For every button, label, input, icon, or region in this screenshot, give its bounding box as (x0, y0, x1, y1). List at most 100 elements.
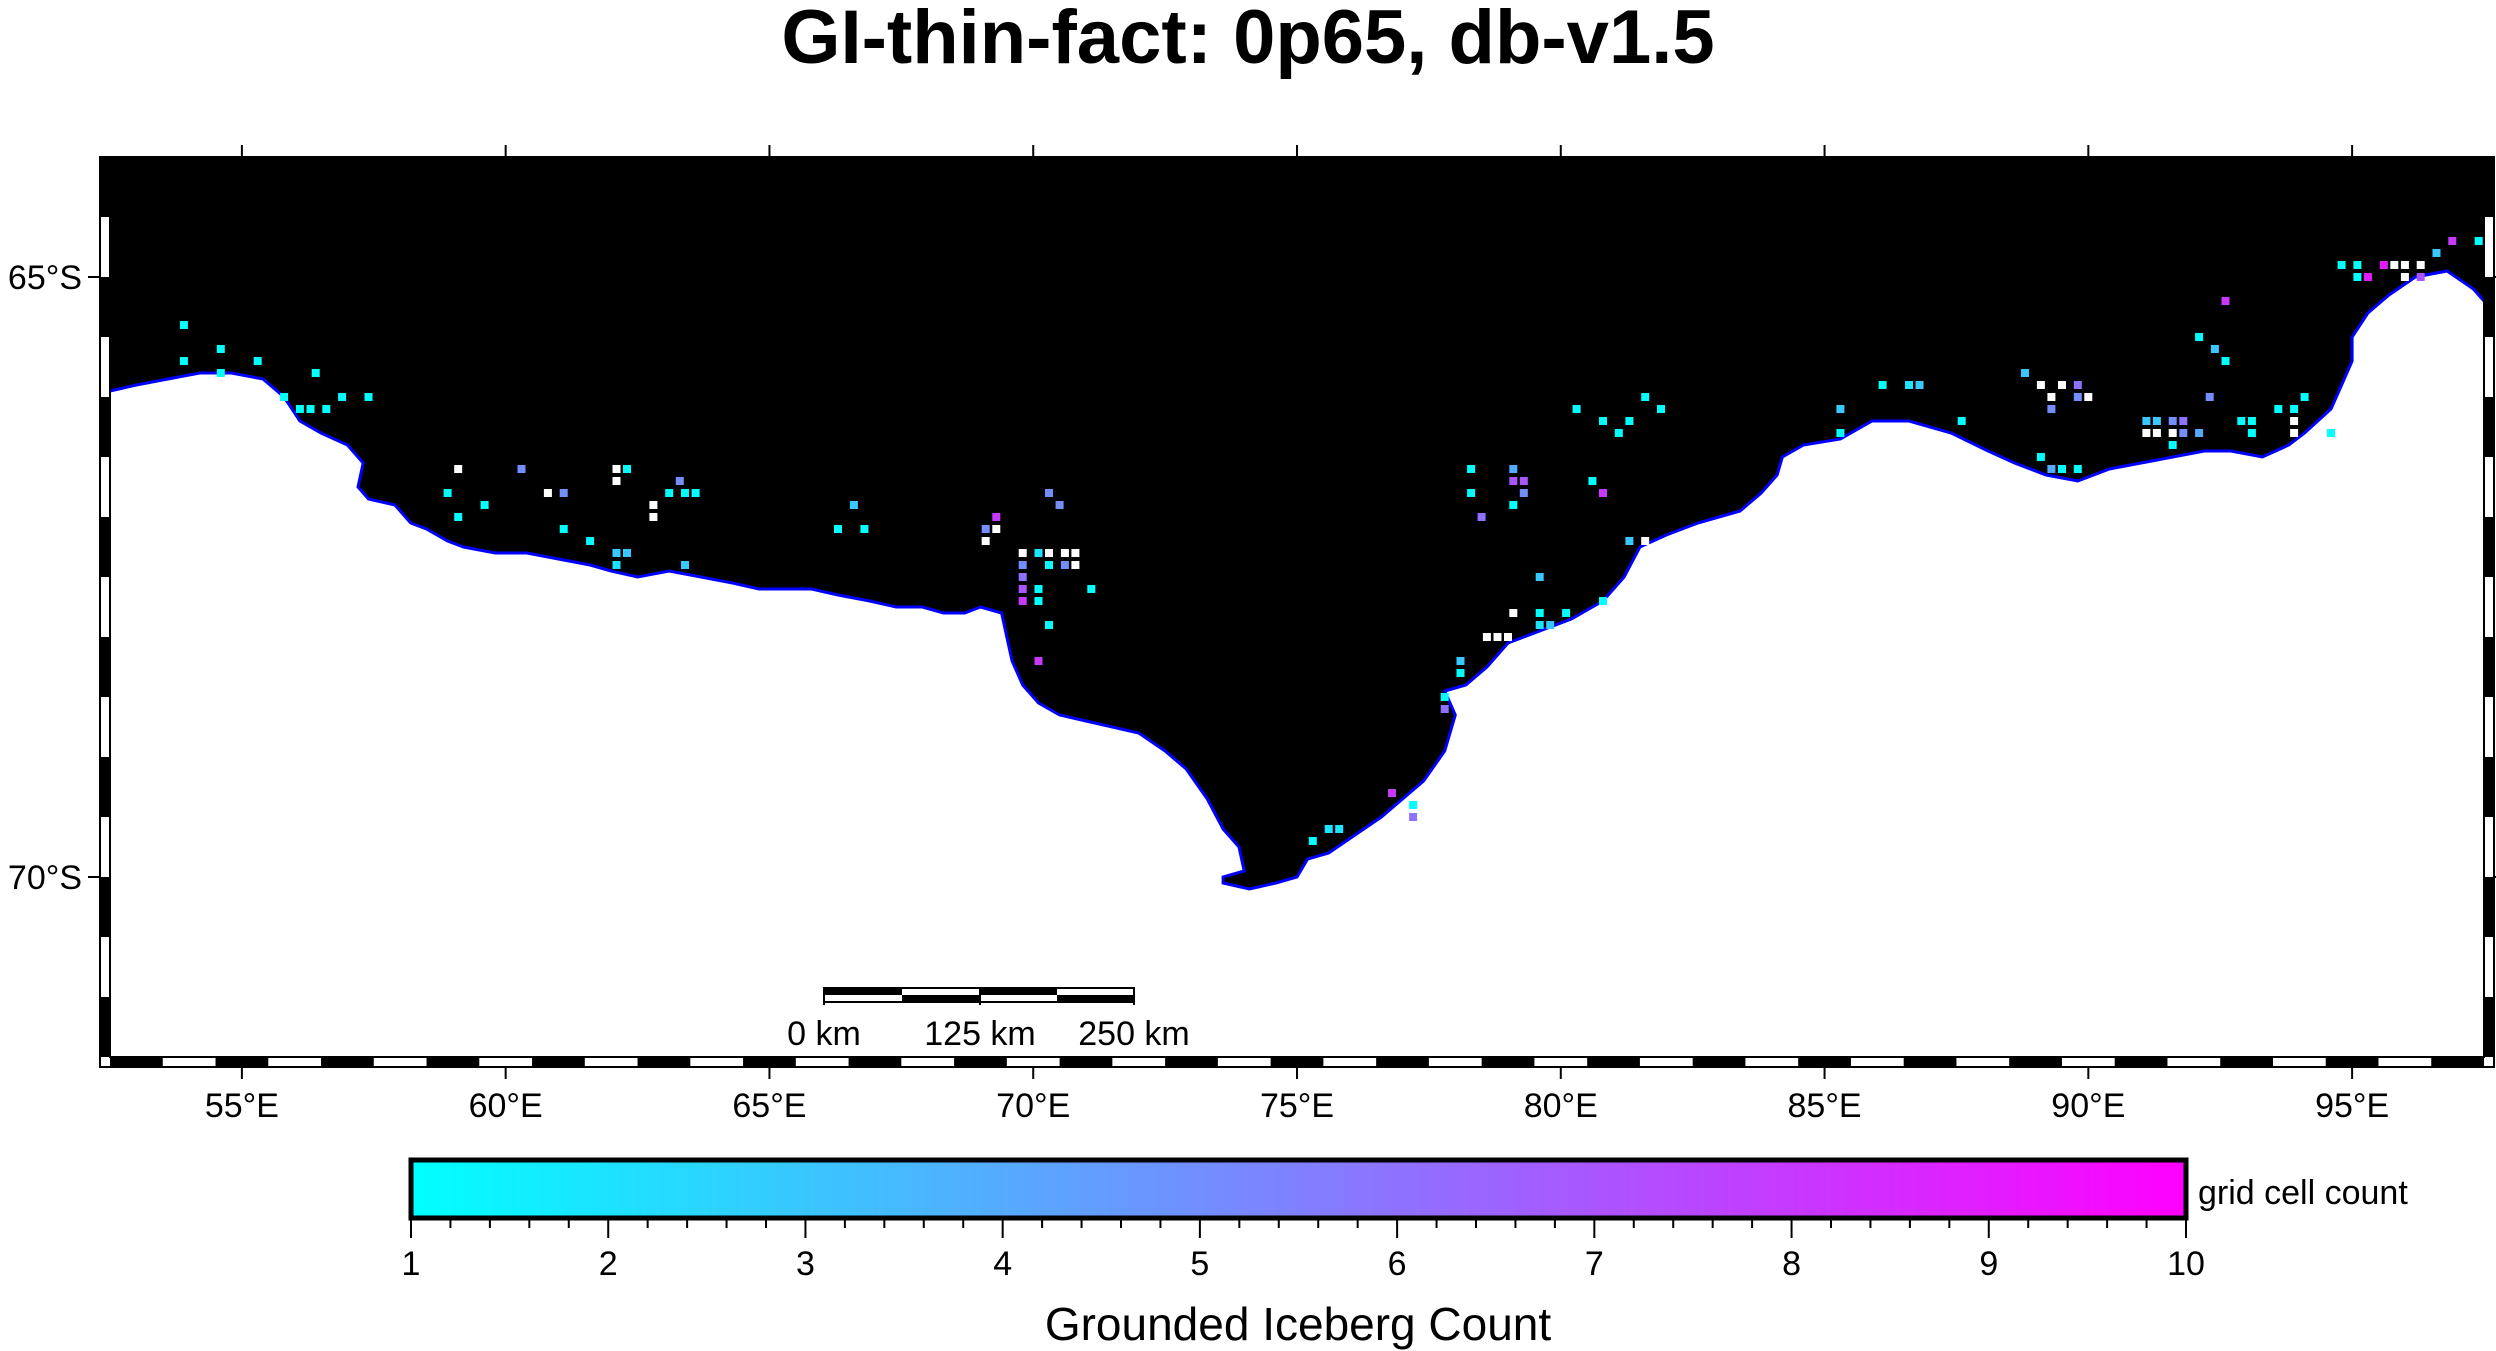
colorbar-tick-label: 10 (2167, 1245, 2205, 1283)
frame-segment (2325, 157, 2379, 167)
frame-segment (1903, 157, 1957, 167)
iceberg-point (2290, 405, 2299, 413)
frame-segment (1059, 157, 1113, 167)
frame-segment (848, 157, 902, 167)
iceberg-point (2448, 237, 2457, 245)
lon-label: 70°E (996, 1087, 1070, 1125)
iceberg-point (860, 525, 869, 533)
iceberg-point (2036, 453, 2045, 461)
iceberg-point (1440, 705, 1449, 713)
frame-segment (2484, 757, 2494, 817)
iceberg-point (1509, 465, 1518, 473)
iceberg-point (586, 537, 595, 545)
frame-segment (1798, 1057, 1851, 1067)
frame-segment (1903, 1057, 1957, 1067)
frame-segment (1692, 1057, 1746, 1067)
iceberg-point (2084, 393, 2093, 401)
iceberg-point (1456, 669, 1465, 677)
frame-segment (743, 1057, 796, 1067)
iceberg-point (1482, 633, 1491, 641)
iceberg-point (665, 489, 674, 497)
iceberg-point (1915, 381, 1924, 389)
iceberg-point (1519, 489, 1528, 497)
frame-segment (1165, 157, 1218, 167)
colorbar-gradient (408, 1157, 2189, 1221)
iceberg-point (612, 549, 621, 557)
iceberg-point (2073, 393, 2082, 401)
frame-segment (321, 157, 374, 167)
iceberg-point (612, 561, 621, 569)
iceberg-point (1599, 417, 1607, 425)
colorbar-tick-label: 3 (796, 1245, 815, 1283)
iceberg-point (2047, 405, 2056, 413)
iceberg-point (675, 477, 684, 485)
iceberg-point (2168, 429, 2177, 437)
iceberg-point (2036, 381, 2045, 389)
frame-segment (1692, 157, 1746, 167)
frame-segment (100, 277, 110, 337)
iceberg-point (1509, 501, 1518, 509)
iceberg-point (2058, 465, 2066, 473)
frame-segment (2484, 517, 2494, 577)
iceberg-point (1599, 489, 1607, 497)
iceberg-point (216, 369, 225, 377)
frame-segment (848, 1057, 902, 1067)
lat-label: 65°S (8, 259, 82, 297)
iceberg-point (1018, 573, 1027, 581)
frame-segment (215, 157, 269, 167)
scale-label-125: 125 km (924, 1015, 1036, 1053)
lon-label: 65°E (732, 1087, 806, 1125)
iceberg-point (2210, 345, 2219, 353)
frame-segment (2484, 157, 2494, 217)
iceberg-point (1878, 381, 1887, 389)
iceberg-point (1957, 417, 1966, 425)
iceberg-point (1409, 813, 1418, 821)
iceberg-point (612, 477, 621, 485)
iceberg-point (1018, 561, 1027, 569)
iceberg-point (1018, 597, 1027, 605)
iceberg-point (364, 393, 373, 401)
frame-segment (743, 157, 796, 167)
colorbar-unit-label: grid cell count (2198, 1174, 2408, 1212)
iceberg-point (2205, 393, 2214, 401)
iceberg-point (2416, 273, 2425, 281)
frame-segment (426, 157, 480, 167)
iceberg-point (1308, 837, 1317, 845)
frame-segment (2431, 157, 2484, 167)
frame-segment (100, 397, 110, 457)
frame-segment (100, 757, 110, 817)
frame-segment (2114, 157, 2168, 167)
frame-segment (2431, 1057, 2484, 1067)
iceberg-point (2179, 429, 2188, 437)
frame-segment (2009, 157, 2062, 167)
iceberg-point (1509, 609, 1518, 617)
frame-segment (1376, 1057, 1429, 1067)
iceberg-point (2290, 417, 2299, 425)
iceberg-point (1456, 657, 1465, 665)
iceberg-point (2073, 465, 2082, 473)
iceberg-point (2047, 465, 2056, 473)
iceberg-point (1467, 489, 1476, 497)
iceberg-point (1045, 621, 1053, 629)
iceberg-point (280, 393, 289, 401)
iceberg-point (1509, 477, 1518, 485)
frame-segment (954, 157, 1007, 167)
lon-label: 55°E (205, 1087, 279, 1125)
iceberg-point (1519, 477, 1528, 485)
iceberg-point (2221, 357, 2230, 365)
iceberg-point (1045, 561, 1053, 569)
iceberg-point (2168, 417, 2177, 425)
colorbar-tick-label: 8 (1782, 1245, 1801, 1283)
iceberg-point (1071, 561, 1080, 569)
scale-label-250: 250 km (1078, 1015, 1190, 1053)
iceberg-point (2152, 417, 2161, 425)
frame-segment (321, 1057, 374, 1067)
iceberg-point (2142, 417, 2151, 425)
frame-segment (2484, 877, 2494, 937)
iceberg-point (338, 393, 347, 401)
iceberg-point (454, 465, 463, 473)
iceberg-point (2337, 261, 2346, 269)
frame-segment (1376, 157, 1429, 167)
colorbar-title: Grounded Iceberg Count (1045, 1298, 1552, 1350)
